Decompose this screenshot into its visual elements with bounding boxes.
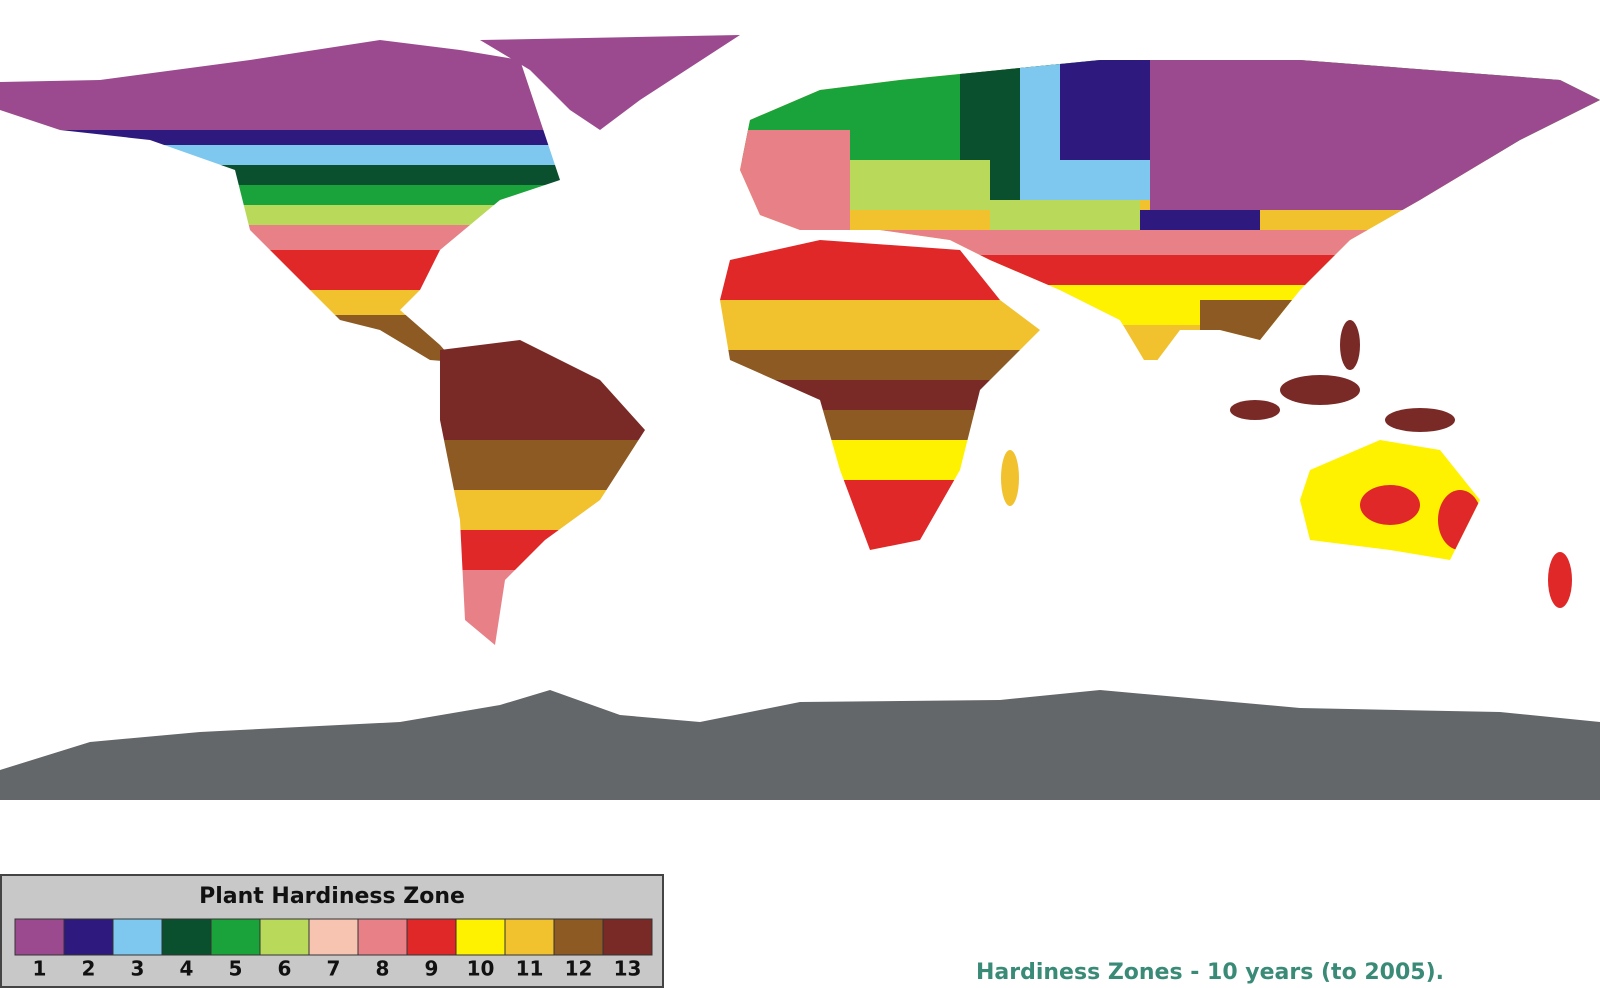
legend-swatch (14, 918, 65, 956)
zone-label: 10 (467, 957, 495, 981)
legend-swatch (259, 918, 310, 956)
legend-title: Plant Hardiness Zone (199, 884, 465, 909)
zone-label: 2 (82, 957, 96, 981)
legend-swatch (504, 918, 555, 956)
africa (720, 240, 1040, 550)
south-america (440, 340, 645, 645)
legend-swatch (553, 918, 604, 956)
legend-swatch (308, 918, 359, 956)
greenland (480, 35, 740, 130)
southeast-asia (1230, 320, 1455, 432)
legend-swatch (455, 918, 506, 956)
zone-label: 9 (425, 957, 439, 981)
zone-label: 12 (565, 957, 593, 981)
zone-label: 8 (376, 957, 390, 981)
zone-label: 3 (131, 957, 145, 981)
zone-label: 5 (229, 957, 243, 981)
legend-swatch (406, 918, 457, 956)
zone-label: 6 (278, 957, 292, 981)
zone-label: 11 (516, 957, 544, 981)
madagascar (1001, 450, 1019, 506)
zone-label: 4 (180, 957, 194, 981)
antarctica (0, 690, 1600, 800)
caption: Hardiness Zones - 10 years (to 2005). (976, 960, 1444, 985)
australia (1300, 440, 1480, 560)
legend: Plant Hardiness Zone 1 2 3 4 5 6 7 8 9 10 11 12 13 (0, 874, 664, 988)
legend-swatch (161, 918, 212, 956)
new-zealand (1548, 552, 1572, 608)
legend-swatch (602, 918, 653, 956)
zone-label: 13 (614, 957, 642, 981)
legend-swatch (210, 918, 261, 956)
legend-swatch (357, 918, 408, 956)
zone-label: 7 (327, 957, 341, 981)
zone-label: 1 (33, 957, 47, 981)
legend-swatch (63, 918, 114, 956)
legend-swatch (112, 918, 163, 956)
